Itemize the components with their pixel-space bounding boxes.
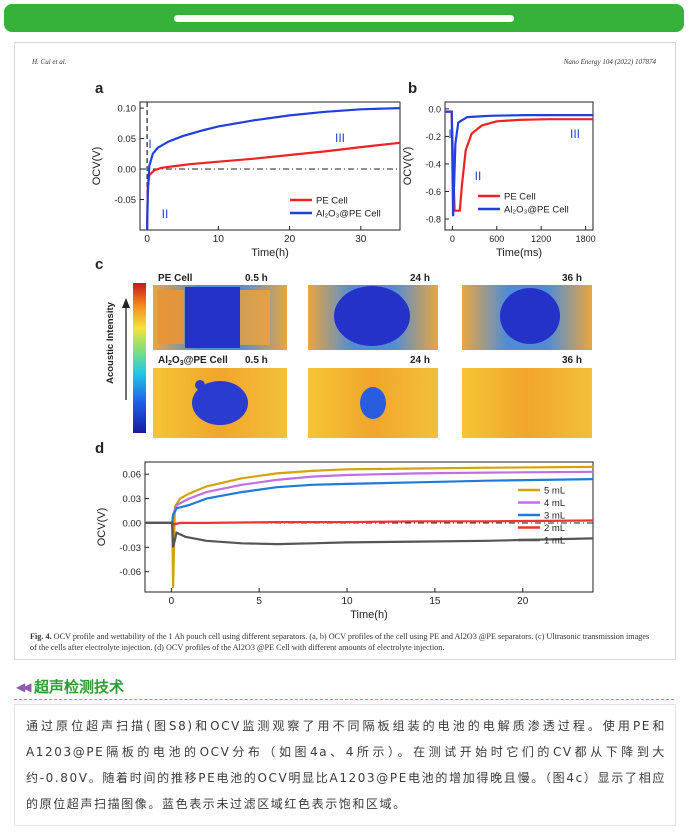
chart-b-ytick-label-4: -0.8 xyxy=(425,214,441,224)
chart-a-ytick-label-2: 0.05 xyxy=(118,134,137,145)
chart-d-ytick-label-3: 0.03 xyxy=(123,494,142,505)
panel-c-row2-time3: 36 h xyxy=(562,355,582,366)
panel-label-b: b xyxy=(408,80,418,97)
chart-a-ytick-label-0: -0.05 xyxy=(114,195,136,206)
chart-d-xtick-label-1: 5 xyxy=(256,596,262,607)
panel-c-row2-time2: 24 h xyxy=(410,355,430,366)
chart-d-ylabel: OCV(V) xyxy=(96,508,108,547)
running-header-right: Nano Energy 104 (2022) 107874 xyxy=(563,58,656,66)
chart-a-xlabel: Time(h) xyxy=(251,247,288,259)
chart-d-legend-label-0: 5 mL xyxy=(544,486,565,497)
chart-a-legend-label-0: PE Cell xyxy=(316,196,348,207)
panel-c-row1-label: PE Cell xyxy=(158,273,193,284)
chart-a-legend-label-1: Al₂O₃@PE Cell xyxy=(316,209,381,220)
chart-b-xtick-label-2: 1200 xyxy=(531,234,551,244)
chart-d-series-0 xyxy=(145,465,594,588)
chart-a-xtick-label-1: 10 xyxy=(213,234,225,245)
figure-frame xyxy=(14,42,676,660)
chart-b-xtick-label-0: 0 xyxy=(450,234,455,244)
ultrasonic-image-pe-0.5h xyxy=(153,285,287,350)
chart-d-xtick-label-3: 15 xyxy=(429,596,441,607)
panel-label-d: d xyxy=(95,440,105,457)
section-header: ◀◀ 超声检测技术 xyxy=(14,676,674,698)
panel-c-row1-time3: 36 h xyxy=(562,273,582,284)
colorbar-arrowhead xyxy=(122,298,130,308)
chart-b-ytick-label-3: -0.6 xyxy=(425,187,441,197)
chart-b-legend-label-0: PE Cell xyxy=(504,192,536,203)
chart-b-annotation-2: III xyxy=(570,127,580,141)
ultrasonic-image-pe-24h xyxy=(308,285,438,350)
chart-b-series-1 xyxy=(445,110,593,217)
chart-d-xlabel: Time(h) xyxy=(350,609,387,621)
chart-b-legend-label-1: Al₂O₃@PE Cell xyxy=(504,205,569,216)
chart-b-xtick-label-1: 600 xyxy=(489,234,504,244)
chart-a-annotation-0: I xyxy=(148,137,151,151)
chart-d-ytick-label-0: -0.06 xyxy=(119,567,141,578)
chart-d-axes-box xyxy=(144,461,594,593)
caption-fig-label: Fig. 4. xyxy=(30,632,52,641)
chart-d-legend-label-3: 2 mL xyxy=(544,523,565,534)
ultrasonic-image-al-0.5h xyxy=(153,368,287,438)
chart-a-series-1 xyxy=(146,107,401,231)
chart-a-annotation-1: II xyxy=(162,207,169,221)
chart-a-ytick-label-3: 0.10 xyxy=(118,104,137,115)
top-banner xyxy=(4,4,684,32)
panel-label-a: a xyxy=(95,80,104,97)
chart-d-legend-label-1: 4 mL xyxy=(544,498,565,509)
colorbar-label: Acoustic Intensity xyxy=(105,301,116,384)
ultrasonic-image-al-36h xyxy=(462,368,592,438)
running-header-left: H. Cui et al. xyxy=(32,58,67,66)
section-divider xyxy=(14,699,674,700)
chart-a-xtick-label-2: 20 xyxy=(284,234,296,245)
chart-b-annotation-1: II xyxy=(475,169,482,183)
figure-caption: Fig. 4. OCV profile and wettability of t… xyxy=(30,631,658,653)
chart-a-annotation-2: III xyxy=(335,131,345,145)
chart-d-legend-label-4: 1 mL xyxy=(544,536,565,547)
panel-c-row1-time1: 0.5 h xyxy=(245,273,268,284)
chart-a-axes-box xyxy=(139,101,401,231)
colorbar xyxy=(133,283,146,433)
banner-pill xyxy=(174,15,514,22)
chart-d-series-2 xyxy=(145,478,594,524)
chart-d-xtick-label-4: 20 xyxy=(517,596,529,607)
panel-c-row2-label: Al2O3@PE Cell xyxy=(158,355,228,367)
chart-d-ytick-label-4: 0.06 xyxy=(123,470,142,481)
panel-c-row2-time1: 0.5 h xyxy=(245,355,268,366)
section-quote-icon: ◀◀ xyxy=(16,680,32,694)
body-frame xyxy=(14,704,676,826)
chart-b-ytick-label-1: -0.2 xyxy=(425,132,441,142)
chart-b-xlabel: Time(ms) xyxy=(496,247,542,259)
chart-d-series-4 xyxy=(145,521,594,548)
caption-text: OCV profile and wettability of the 1 Ah … xyxy=(30,632,650,652)
chart-d-ytick-label-1: -0.03 xyxy=(119,543,141,554)
chart-b-ytick-label-0: 0.0 xyxy=(428,104,441,114)
body-paragraph: 通过原位超声扫描(图S8)和OCV监测观察了用不同隔板组装的电池的电解质渗透过程… xyxy=(26,719,666,811)
chart-b-xtick-label-3: 1800 xyxy=(576,234,596,244)
panel-c-row1-time2: 24 h xyxy=(410,273,430,284)
chart-d-legend-label-2: 3 mL xyxy=(544,511,565,522)
ultrasonic-image-al-24h xyxy=(308,368,438,438)
chart-b-annotation-0: I xyxy=(448,127,451,141)
chart-b-ylabel: OCV(V) xyxy=(402,147,414,186)
chart-d-ytick-label-2: 0.00 xyxy=(123,518,142,529)
chart-d-xtick-label-0: 0 xyxy=(169,596,175,607)
section-title: 超声检测技术 xyxy=(34,678,125,696)
chart-a-ytick-label-1: 0.00 xyxy=(118,165,137,176)
chart-b-axes-box xyxy=(444,101,594,231)
chart-a-xtick-label-0: 0 xyxy=(144,234,150,245)
chart-d-xtick-label-2: 10 xyxy=(341,596,353,607)
panel-label-c: c xyxy=(95,256,104,273)
ultrasonic-image-pe-36h xyxy=(462,285,592,350)
chart-b-ytick-label-2: -0.4 xyxy=(425,159,441,169)
chart-a-ylabel: OCV(V) xyxy=(91,147,103,186)
chart-a-xtick-label-3: 30 xyxy=(355,234,367,245)
